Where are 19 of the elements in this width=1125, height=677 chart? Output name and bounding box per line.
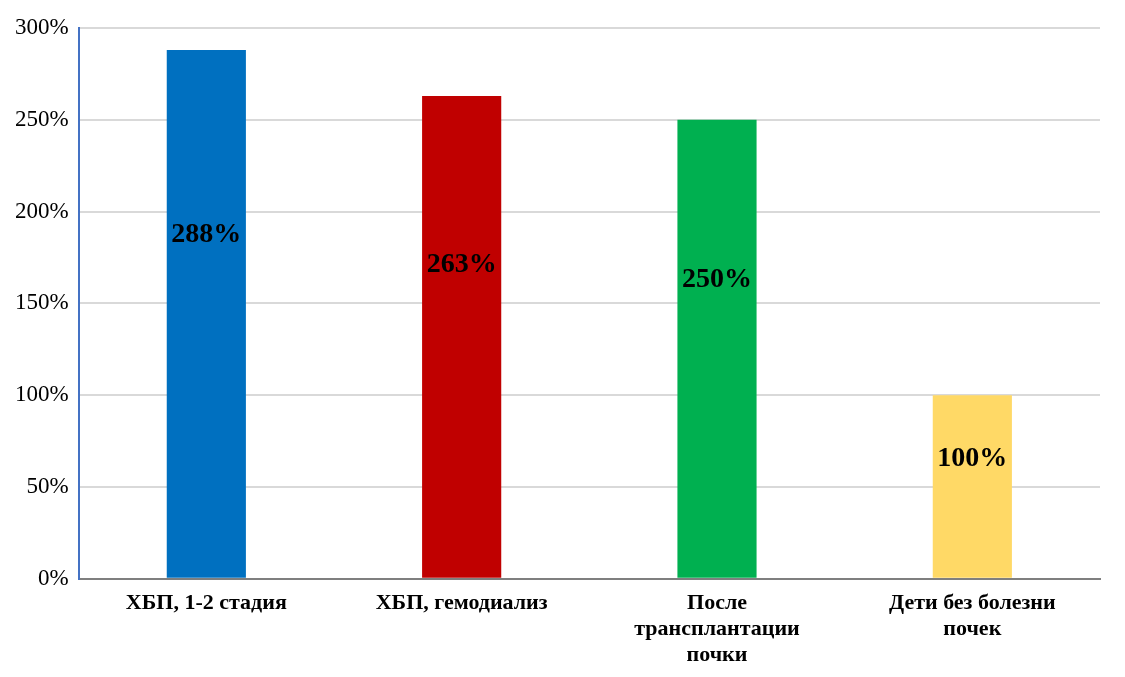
y-tick-label: 300% xyxy=(14,14,69,40)
y-tick-label: 250% xyxy=(14,105,69,131)
y-tick-label: 0% xyxy=(37,564,69,590)
data-label: 288% xyxy=(171,216,242,248)
y-tick-label: 50% xyxy=(26,473,69,499)
y-tick-label: 200% xyxy=(14,197,69,223)
x-tick-label: ХБП, 1-2 стадия xyxy=(125,588,287,614)
y-tick-label: 150% xyxy=(14,289,69,315)
bar xyxy=(677,119,757,578)
x-tick-label: После трансплантации почки xyxy=(634,588,801,667)
data-label: 100% xyxy=(937,441,1008,473)
x-tick-label: ХБП, гемодиализ xyxy=(375,588,548,614)
bar xyxy=(422,95,502,578)
x-tick-label: Дети без болезни почек xyxy=(888,588,1056,641)
bar xyxy=(932,395,1012,578)
bar xyxy=(166,50,246,578)
data-label: 263% xyxy=(426,246,497,278)
data-label: 250% xyxy=(682,262,752,294)
y-tick-label: 100% xyxy=(14,381,69,407)
